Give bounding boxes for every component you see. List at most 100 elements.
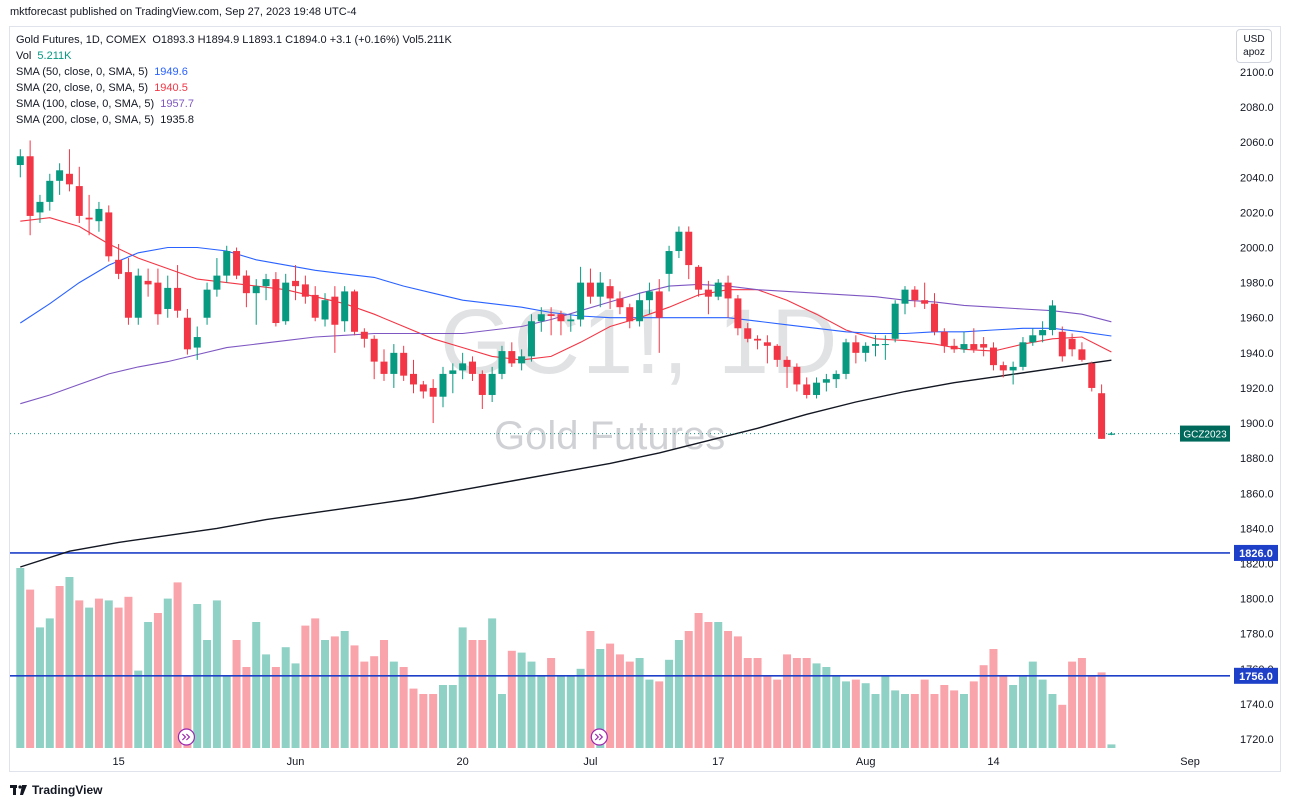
volume-bar xyxy=(527,661,536,748)
candle-body xyxy=(124,272,132,318)
volume-bar xyxy=(94,598,103,748)
legend-symbol-row[interactable]: Gold Futures, 1D, COMEX O1893.3 H1894.9 … xyxy=(16,32,452,48)
candle-body xyxy=(626,307,634,322)
candle-body xyxy=(616,298,624,308)
volume-bar xyxy=(438,685,447,748)
volume-bar xyxy=(822,667,831,748)
candle-body xyxy=(183,317,191,350)
volume-bar xyxy=(586,631,595,748)
y-tick-label: 2000.0 xyxy=(1240,243,1274,255)
volume-bar xyxy=(488,618,497,748)
candle-body xyxy=(606,286,614,299)
volume-bar xyxy=(281,647,290,748)
candle-body xyxy=(695,266,703,290)
y-tick-label: 1740.0 xyxy=(1240,699,1274,711)
y-tick-label: 2020.0 xyxy=(1240,207,1274,219)
candle-body xyxy=(370,338,378,362)
volume-bar xyxy=(1048,694,1057,748)
candle-body xyxy=(744,328,752,339)
candle-body xyxy=(331,296,339,325)
candle-body xyxy=(380,361,388,374)
volume-bar xyxy=(1097,672,1106,748)
x-tick-label: Jun xyxy=(287,756,305,768)
candle-body xyxy=(36,201,44,213)
volume-bar xyxy=(812,663,821,748)
legend-sma200-row[interactable]: SMA (200, close, 0, SMA, 5) 1935.8 xyxy=(16,112,452,128)
candle-body xyxy=(872,344,880,346)
y-tick-label: 1860.0 xyxy=(1240,488,1274,500)
unit-label: apoz xyxy=(1243,47,1265,58)
volume-bar xyxy=(763,676,772,748)
candle-body xyxy=(527,321,535,357)
candle-body xyxy=(478,373,486,395)
volume-bar xyxy=(262,654,271,748)
footer-brand[interactable]: TradingView xyxy=(32,783,103,797)
volume-bar xyxy=(871,694,880,748)
volume-bar xyxy=(144,622,153,748)
volume-bar xyxy=(203,640,212,748)
candle-body xyxy=(783,359,791,367)
volume-bar xyxy=(1038,679,1047,748)
candle-body xyxy=(665,251,673,274)
candle-body xyxy=(793,366,801,385)
legend-vol-row[interactable]: Vol 5.211K xyxy=(16,48,452,64)
volume-bar xyxy=(26,589,35,748)
volume-bar xyxy=(1058,704,1067,748)
sma-line-50 xyxy=(19,246,1112,337)
candle-body xyxy=(85,217,93,220)
volume-bar xyxy=(1077,658,1086,748)
volume-bar xyxy=(891,690,900,748)
candle-body xyxy=(704,289,712,297)
volume-bar xyxy=(1009,685,1018,748)
candle-body xyxy=(351,291,359,332)
y-tick-label: 1800.0 xyxy=(1240,594,1274,606)
volume-bar xyxy=(389,661,398,748)
candle-body xyxy=(115,259,123,274)
volume-bar xyxy=(655,681,664,748)
volume-bar xyxy=(665,659,674,748)
candle-body xyxy=(1078,349,1086,360)
legend: Gold Futures, 1D, COMEX O1893.3 H1894.9 … xyxy=(16,32,452,128)
candle-body xyxy=(213,275,221,290)
volume-bar xyxy=(291,663,300,748)
candle-body xyxy=(233,251,241,276)
candle-body xyxy=(262,279,270,287)
volume-bar xyxy=(920,679,929,748)
candle-body xyxy=(429,387,437,397)
candle-body xyxy=(862,345,870,353)
candle-body xyxy=(960,344,968,350)
y-tick-label: 2040.0 xyxy=(1240,172,1274,184)
volume-bar xyxy=(989,649,998,748)
level-price-tag xyxy=(1234,667,1278,684)
candle-body xyxy=(252,286,260,294)
legend-sma-label: SMA (50, close, 0, SMA, 5) xyxy=(16,66,149,78)
candle-body xyxy=(930,303,938,332)
legend-sma100-row[interactable]: SMA (100, close, 0, SMA, 5) 1957.7 xyxy=(16,96,452,112)
volume-bar xyxy=(301,625,310,748)
candle-body xyxy=(1009,366,1017,371)
volume-bar xyxy=(547,658,556,748)
candle-body xyxy=(518,356,526,364)
candle-body xyxy=(400,352,408,376)
legend-sma-label: SMA (20, close, 0, SMA, 5) xyxy=(16,82,149,94)
candle-body xyxy=(921,300,929,304)
currency-unit-button[interactable]: USD apoz xyxy=(1236,29,1272,63)
candle-body xyxy=(292,280,300,287)
level-price-label: 1826.0 xyxy=(1239,548,1273,560)
legend-sma50-row[interactable]: SMA (50, close, 0, SMA, 5) 1949.6 xyxy=(16,64,452,80)
volume-bar xyxy=(950,690,959,748)
candle-body xyxy=(1019,342,1027,367)
volume-bar xyxy=(792,658,801,748)
legend-sma20-row[interactable]: SMA (20, close, 0, SMA, 5) 1940.5 xyxy=(16,80,452,96)
candle-body xyxy=(223,251,231,276)
candle-body xyxy=(439,373,447,397)
candle-body xyxy=(852,342,860,353)
candle-body xyxy=(341,291,349,322)
volume-bar xyxy=(124,596,133,748)
volume-bar xyxy=(271,667,280,748)
candle-body xyxy=(754,338,762,341)
volume-bar xyxy=(134,670,143,748)
volume-bar xyxy=(311,618,320,748)
candle-body xyxy=(498,351,506,374)
